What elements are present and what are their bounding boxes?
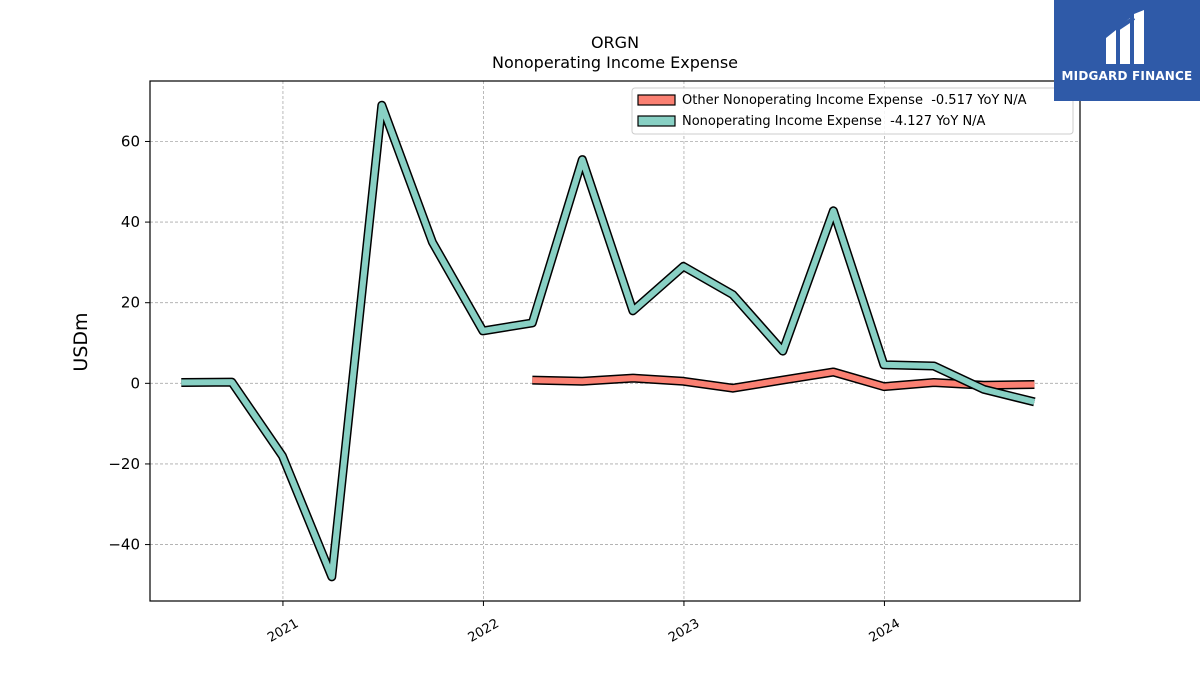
y-tick-label: −20 [108, 455, 140, 473]
chart-subtitle: Nonoperating Income Expense [492, 53, 738, 72]
x-tick-label: 2023 [666, 616, 702, 646]
y-tick-label: 0 [130, 374, 140, 392]
midgard-logo-icon [1106, 10, 1144, 64]
y-tick-label: −40 [108, 536, 140, 554]
chart-title: ORGN [591, 33, 639, 52]
brand-logo: MIDGARD FINANCE [1054, 0, 1200, 101]
series-outline-1 [181, 100, 1036, 582]
y-tick-label: 60 [121, 132, 140, 150]
y-axis-label: USDm [70, 312, 92, 371]
plot-frame [149, 80, 1081, 602]
legend: Other Nonoperating Income Expense -0.517… [631, 87, 1074, 135]
legend-swatch-total [637, 115, 676, 127]
series-lines [181, 100, 1036, 582]
series-line-1 [181, 102, 1036, 580]
x-tick-label: 2022 [466, 616, 502, 646]
x-tick-label: 2021 [265, 616, 301, 646]
brand-name: MIDGARD FINANCE [1061, 69, 1193, 83]
y-tick-label: 20 [121, 294, 140, 312]
legend-label-total: Nonoperating Income Expense -4.127 YoY N… [682, 114, 986, 129]
grid-lines [150, 81, 1080, 601]
x-tick-label: 2024 [867, 616, 903, 646]
y-tick-label: 40 [121, 213, 140, 231]
axis-ticks: −40 −20 0 20 40 60 2021 2022 2023 2024 [108, 132, 902, 645]
legend-label-other: Other Nonoperating Income Expense -0.517… [682, 93, 1027, 108]
series-line-0 [532, 369, 1035, 392]
legend-swatch-other [637, 94, 676, 106]
legend-box [631, 87, 1074, 135]
